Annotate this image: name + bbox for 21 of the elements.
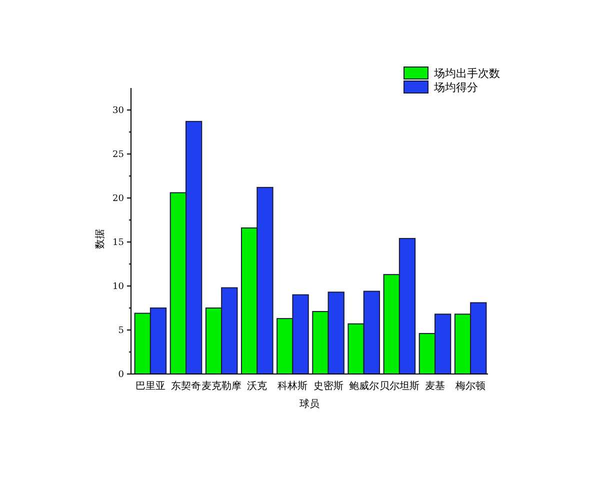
y-tick-label: 15 (112, 238, 124, 248)
y-tick-label: 25 (112, 150, 124, 160)
y-tick-label: 20 (112, 194, 124, 204)
x-tick-label: 鲍威尔 (348, 380, 379, 392)
legend-label: 场均出手次数 (433, 67, 500, 80)
x-tick-label: 贝尔坦斯 (379, 380, 420, 392)
x-tick-label: 麦基 (425, 380, 445, 392)
x-tick-label: 史密斯 (313, 380, 344, 392)
y-tick-label: 5 (118, 326, 124, 336)
y-tick-label: 10 (112, 282, 124, 292)
x-axis-title: 球员 (300, 398, 320, 410)
x-tick-label: 巴里亚 (135, 381, 166, 392)
x-tick-label: 科林斯 (278, 380, 308, 392)
x-tick-label: 沃克 (247, 380, 268, 392)
x-tick-label: 东契奇 (171, 380, 201, 392)
x-tick-label: 麦克勒摩 (202, 380, 242, 392)
y-tick-label: 30 (112, 106, 124, 116)
x-tick-label: 梅尔顿 (454, 380, 486, 392)
legend-label: 场均得分 (433, 81, 478, 94)
y-axis-title: 数据 (94, 229, 106, 249)
y-tick-label: 0 (118, 370, 124, 380)
